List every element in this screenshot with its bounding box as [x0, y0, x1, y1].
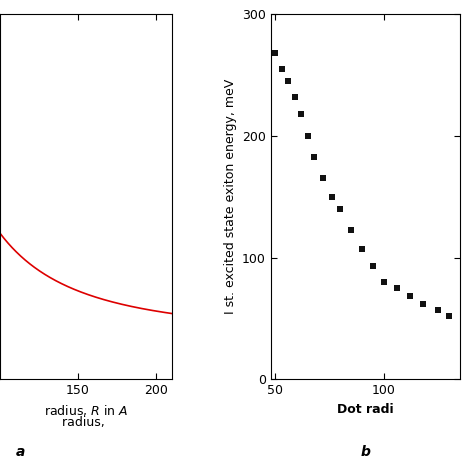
Point: [419, 300, 427, 308]
Point: [304, 132, 311, 140]
Point: [278, 65, 285, 73]
Text: b: b: [360, 445, 370, 459]
Point: [337, 205, 344, 213]
Point: [298, 110, 305, 118]
X-axis label: Dot radi: Dot radi: [337, 402, 393, 416]
Y-axis label: I st. excited state exiton energy, meV: I st. excited state exiton energy, meV: [224, 79, 237, 314]
Point: [369, 262, 377, 270]
Text: radius,: radius,: [63, 416, 109, 428]
Point: [328, 193, 336, 201]
Point: [406, 292, 414, 300]
X-axis label: radius, $R$ in $A$: radius, $R$ in $A$: [44, 402, 128, 418]
Point: [434, 306, 442, 314]
Point: [272, 49, 279, 57]
Point: [310, 153, 318, 160]
Point: [319, 175, 327, 182]
Point: [358, 245, 366, 253]
Point: [445, 312, 453, 320]
Point: [284, 77, 292, 85]
Text: a: a: [16, 445, 25, 459]
Point: [291, 93, 299, 101]
Point: [347, 226, 355, 233]
Point: [393, 284, 401, 292]
Point: [380, 278, 388, 286]
